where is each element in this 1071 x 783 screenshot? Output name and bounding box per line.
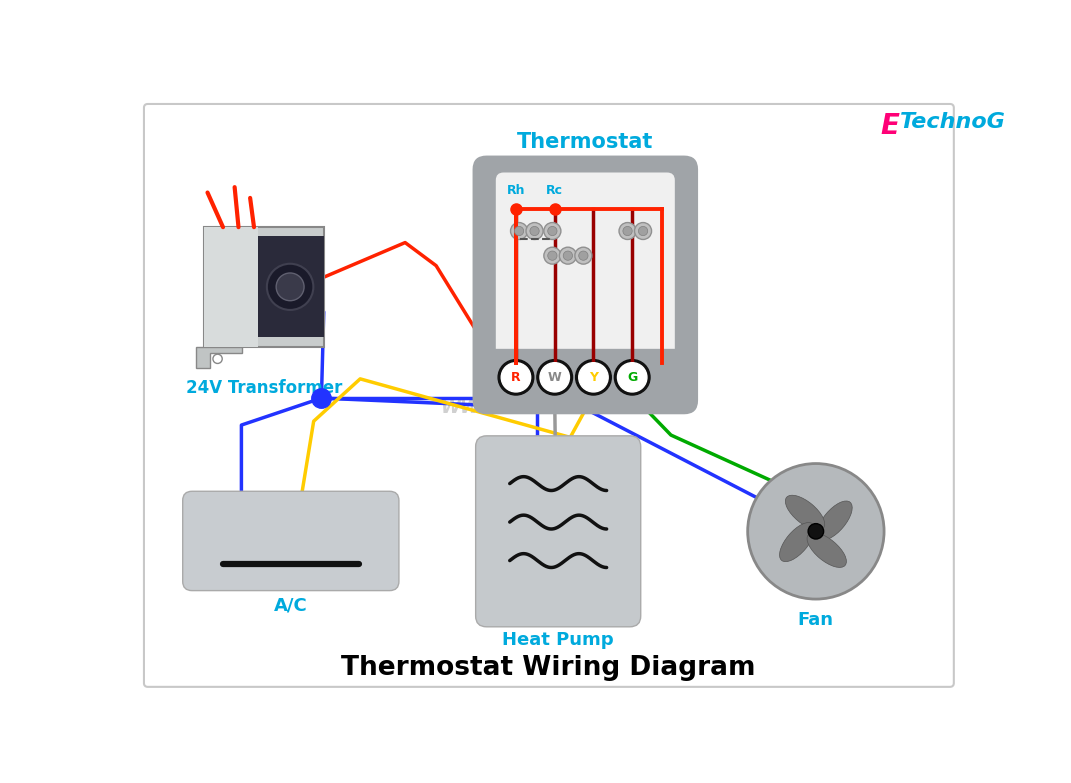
Circle shape [638,226,648,236]
Circle shape [267,264,314,310]
Circle shape [544,247,561,264]
Ellipse shape [808,532,846,568]
FancyBboxPatch shape [258,236,323,337]
Circle shape [537,359,573,395]
Circle shape [618,363,647,392]
Text: G: G [628,371,637,384]
Text: Rh: Rh [507,184,525,197]
Circle shape [578,363,608,392]
Text: Heat Pump: Heat Pump [502,631,614,649]
Circle shape [575,247,592,264]
Circle shape [514,226,524,236]
Circle shape [547,226,557,236]
Circle shape [540,363,570,392]
Circle shape [498,359,533,395]
Circle shape [623,226,632,236]
Circle shape [619,222,636,240]
FancyBboxPatch shape [203,227,323,347]
Circle shape [575,359,612,395]
Text: Fan: Fan [798,611,834,629]
Circle shape [530,226,539,236]
Text: Thermostat: Thermostat [517,132,653,153]
Circle shape [578,251,588,260]
Text: WWW.ETechnoG.COM: WWW.ETechnoG.COM [440,399,657,417]
Text: E: E [880,112,900,139]
FancyBboxPatch shape [183,491,398,590]
Text: TechnoG: TechnoG [900,112,1006,132]
Circle shape [547,251,557,260]
Circle shape [563,251,573,260]
Text: W: W [548,371,561,384]
Polygon shape [196,347,242,368]
Circle shape [615,359,650,395]
FancyBboxPatch shape [472,156,698,414]
Circle shape [213,354,222,363]
Text: Rc: Rc [546,184,563,197]
Text: Y: Y [589,371,598,384]
Circle shape [748,464,884,599]
Circle shape [809,524,824,539]
Ellipse shape [785,495,825,530]
Circle shape [511,222,528,240]
FancyBboxPatch shape [496,172,675,363]
Circle shape [544,222,561,240]
Circle shape [526,222,543,240]
Circle shape [501,363,530,392]
Text: Thermostat Wiring Diagram: Thermostat Wiring Diagram [342,655,756,680]
Text: R: R [511,371,521,384]
Circle shape [559,247,576,264]
Circle shape [634,222,651,240]
FancyBboxPatch shape [203,227,258,347]
FancyBboxPatch shape [476,436,640,627]
Ellipse shape [780,522,815,561]
Ellipse shape [817,501,853,540]
FancyBboxPatch shape [486,349,684,402]
Text: A/C: A/C [274,597,307,615]
Text: 24V Transformer: 24V Transformer [185,379,342,397]
Circle shape [276,273,304,301]
FancyBboxPatch shape [144,104,954,687]
